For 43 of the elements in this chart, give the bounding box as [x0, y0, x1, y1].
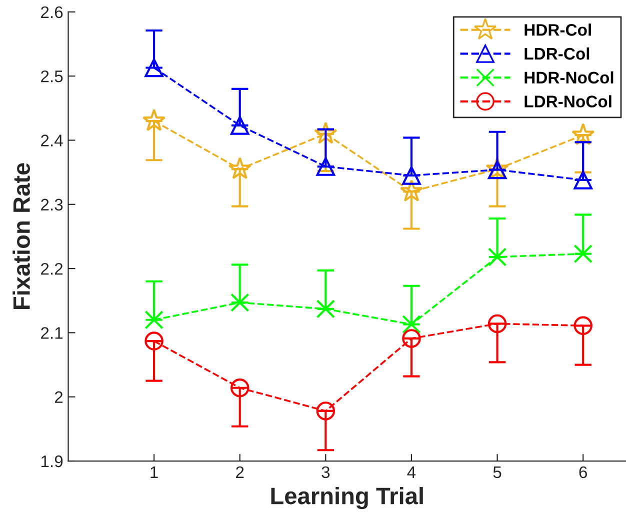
- point: [402, 166, 421, 185]
- point: [144, 58, 164, 78]
- point: [488, 248, 507, 266]
- point: [144, 332, 164, 350]
- point: [144, 310, 164, 330]
- point: [230, 116, 250, 135]
- x-axis-title: Learning Trial: [271, 486, 423, 510]
- point: [574, 170, 592, 190]
- point: [316, 402, 336, 420]
- y-tick-label: 2.5: [41, 70, 63, 82]
- point: [228, 156, 252, 180]
- x-tick-label: 6: [579, 466, 587, 478]
- y-tick-label: 2.3: [41, 198, 63, 211]
- point: [402, 314, 421, 334]
- point: [400, 179, 424, 202]
- x-tick-label: 1: [150, 466, 158, 478]
- legend-label: LDR-NoCol: [524, 95, 612, 108]
- x-tick-label: 3: [322, 466, 330, 478]
- y-tick-label: 2.4: [41, 134, 63, 146]
- point: [488, 314, 507, 334]
- point: [230, 378, 250, 398]
- y-tick-label: 2: [54, 391, 63, 403]
- y-tick-label: 2.2: [41, 262, 63, 275]
- x-tick-label: 4: [407, 466, 416, 478]
- point: [230, 293, 250, 312]
- y-tick-label: 2.1: [41, 327, 63, 339]
- y-axis-title: Fixation Rate: [12, 163, 30, 310]
- legend-label: HDR-NoCol: [524, 71, 614, 84]
- point: [571, 122, 595, 146]
- y-tick-label: 1.9: [41, 455, 63, 468]
- x-tick-label: 2: [236, 466, 244, 478]
- y-tick-label: 2.6: [41, 6, 63, 18]
- point: [316, 300, 336, 318]
- legend-label: LDR-Col: [524, 47, 590, 60]
- x-tick-label: 5: [493, 466, 502, 478]
- point: [142, 108, 166, 132]
- point: [574, 244, 592, 264]
- legend-label: HDR-Col: [524, 24, 591, 36]
- point: [314, 122, 338, 144]
- point: [488, 160, 507, 180]
- point: [402, 329, 421, 348]
- point: [316, 157, 336, 176]
- point: [574, 316, 592, 336]
